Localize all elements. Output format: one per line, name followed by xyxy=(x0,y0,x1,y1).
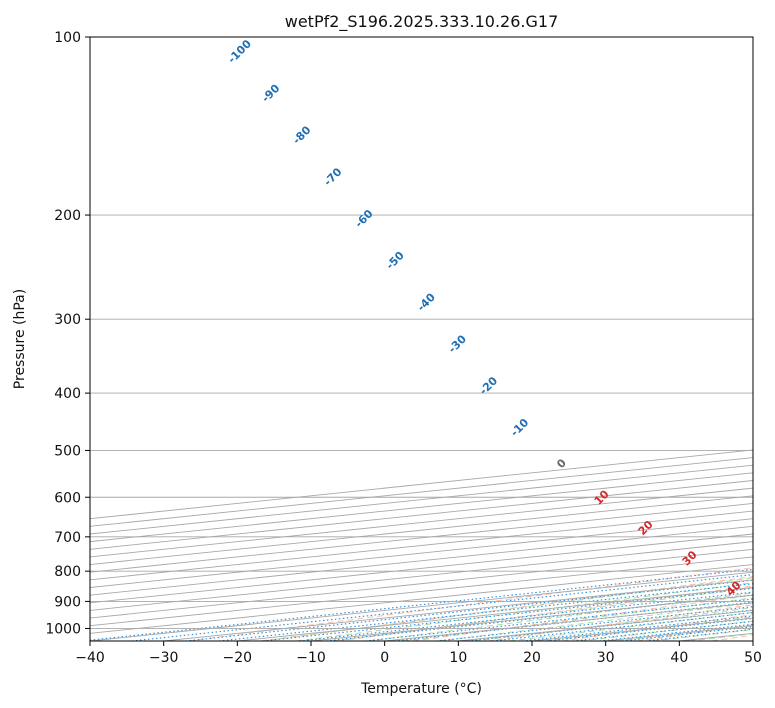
dry-adiabat-line xyxy=(412,594,753,641)
mixing-ratio-line xyxy=(185,579,753,641)
pressure-gridlines xyxy=(90,37,753,629)
isotherm-line xyxy=(90,518,753,588)
x-tick-label: 50 xyxy=(744,650,762,666)
moist-adiabat-line xyxy=(260,577,753,641)
mixing-ratio-line xyxy=(522,615,753,641)
y-tick-label: 100 xyxy=(54,30,81,46)
isotherm-line xyxy=(90,533,753,604)
plot-frame xyxy=(89,36,754,642)
moist-adiabats xyxy=(260,577,753,641)
dry-adiabat-line xyxy=(263,576,753,641)
x-tick-label: 40 xyxy=(670,650,688,666)
isotherms xyxy=(90,449,753,641)
x-tick-label: 10 xyxy=(449,650,467,666)
y-tick-label: 700 xyxy=(54,530,81,546)
y-tick-label: 800 xyxy=(54,564,81,580)
y-tick-label: 900 xyxy=(54,594,81,610)
mixing-ratio-line xyxy=(90,568,753,641)
dry-adiabat-line xyxy=(188,567,753,641)
y-tick-label: 200 xyxy=(54,208,81,224)
y-tick-label: 600 xyxy=(54,490,81,506)
y-tick-label: 400 xyxy=(54,386,81,402)
x-tick-label: 20 xyxy=(523,650,541,666)
y-axis-ticks: 100 200 300 400 500 600 700 800 900 1000 xyxy=(45,30,90,637)
isotherm-line xyxy=(90,480,753,550)
x-tick-label: 30 xyxy=(597,650,615,666)
moist-adiabat-line xyxy=(296,582,753,641)
moist-adiabat-line xyxy=(331,587,753,641)
mixing-ratio-line xyxy=(492,612,753,641)
x-tick-label: −20 xyxy=(223,650,253,666)
chart-title: wetPf2_S196.2025.333.10.26.G17 xyxy=(285,12,559,32)
x-axis-ticks: −40 −30 −20 −10 0 10 20 30 40 50 xyxy=(75,641,762,666)
isotherm-line xyxy=(90,510,753,581)
isotherm-line xyxy=(90,472,753,543)
mixing-ratio-line xyxy=(131,574,753,641)
isotherm-line xyxy=(90,487,753,558)
y-tick-label: 300 xyxy=(54,312,81,328)
dry-adiabats xyxy=(188,567,753,641)
y-tick-label: 1000 xyxy=(45,621,81,637)
x-tick-label: 0 xyxy=(380,650,389,666)
x-tick-label: −10 xyxy=(296,650,326,666)
moist-adiabat-line xyxy=(403,597,753,641)
isotherm-line xyxy=(90,495,753,566)
y-axis-label: Pressure (hPa) xyxy=(12,289,28,389)
x-tick-label: −30 xyxy=(149,650,179,666)
y-tick-label: 500 xyxy=(54,443,81,459)
isotherm-line xyxy=(90,502,753,573)
x-tick-label: −40 xyxy=(75,650,105,666)
isotherm-line xyxy=(90,525,753,596)
x-axis-label: Temperature (°C) xyxy=(360,681,482,697)
